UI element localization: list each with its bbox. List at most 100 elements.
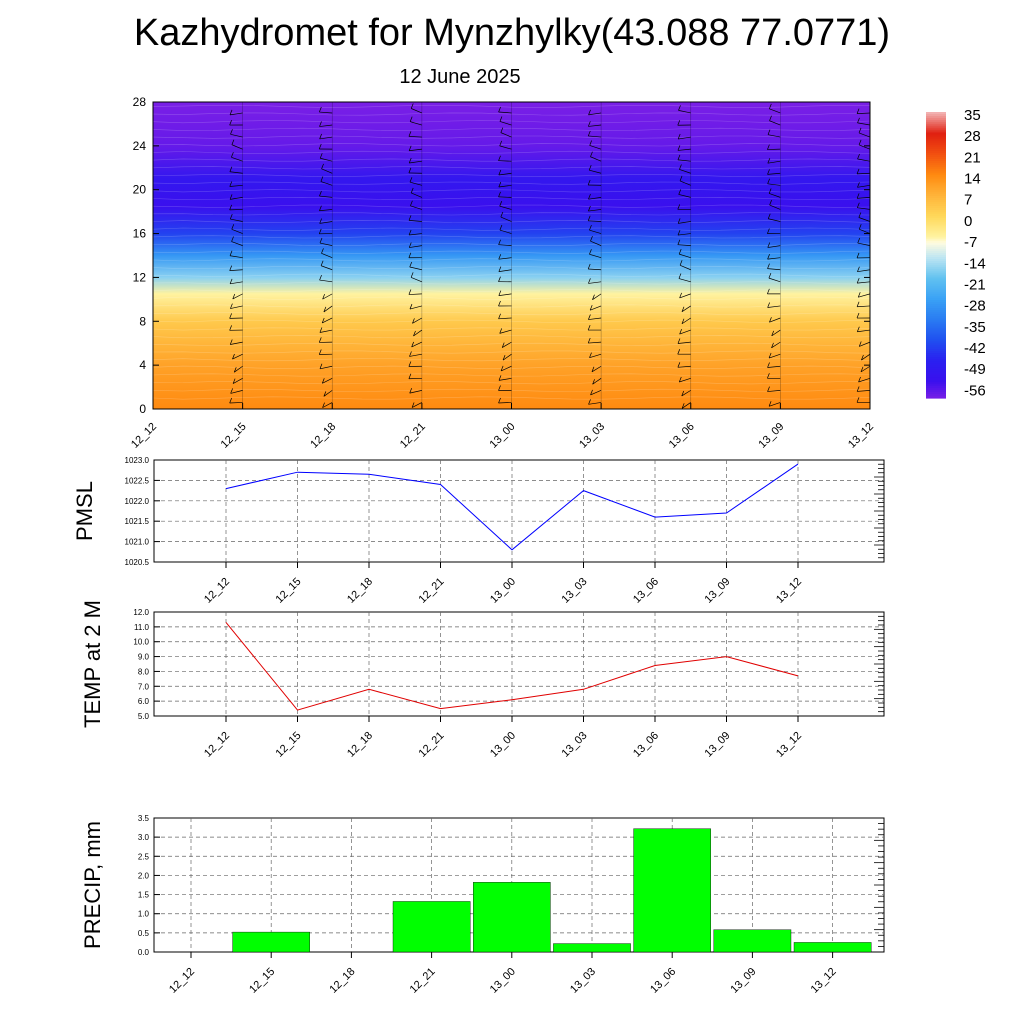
wind-barb-flag [409, 387, 413, 394]
wind-barb [320, 181, 333, 186]
contour-line [152, 358, 871, 362]
wind-barb [230, 390, 243, 394]
precip-bar [473, 882, 551, 953]
colorbar-swatch [926, 171, 946, 174]
colorbar-label: -7 [964, 234, 977, 251]
colorbar-label: -35 [964, 319, 986, 336]
x-tick-label: 13_06 [648, 966, 678, 996]
y-tick-label: 1022.0 [125, 497, 150, 506]
wind-barb [231, 156, 243, 162]
colorbar-swatch [926, 342, 946, 346]
colorbar-label: 14 [964, 171, 981, 188]
wind-barb-flag [229, 339, 233, 345]
wind-barb-flag [408, 242, 412, 248]
contour-line [152, 381, 870, 385]
colorbar-swatch [926, 389, 946, 393]
wind-barb-flag [767, 242, 771, 248]
wind-barb-flag [587, 324, 591, 331]
wind-barb-flag [498, 375, 502, 381]
colorbar-swatch [926, 144, 946, 148]
colorbar-swatch [926, 387, 946, 391]
colorbar-swatch [926, 230, 946, 234]
wind-barb-flag [229, 204, 232, 211]
wind-barb [234, 365, 243, 373]
wind-barb-flag [769, 115, 772, 121]
wind-barb [677, 244, 691, 246]
wind-barb [411, 108, 423, 114]
colorbar-swatch [926, 152, 946, 156]
wind-barb [859, 228, 871, 234]
wind-barb [590, 390, 602, 396]
wind-barb-flag [231, 224, 235, 230]
colorbar-swatch [926, 116, 946, 119]
colorbar-swatch [926, 220, 946, 223]
wind-barb-flag [499, 224, 503, 231]
wind-barb-flag [229, 194, 233, 200]
wind-barb-flag [679, 260, 683, 266]
wind-barb [590, 240, 602, 246]
x-tick-label: 12_18 [308, 421, 338, 451]
colorbar-swatch [926, 203, 946, 207]
wind-barb-flag [677, 338, 681, 344]
wind-barb-flag [767, 129, 771, 135]
wind-barb-flag [232, 378, 236, 384]
wind-barb [411, 192, 423, 198]
wind-barb-flag [408, 157, 412, 164]
x-tick-label: 12_21 [417, 730, 447, 760]
wind-barb [588, 124, 602, 127]
wind-barb [498, 184, 512, 188]
colorbar-swatch [926, 193, 946, 197]
colorbar-swatch [926, 195, 946, 199]
contour-line [152, 135, 871, 139]
contour-line [152, 296, 871, 300]
wind-barb-flag [767, 302, 770, 308]
x-tick-label: 13_00 [488, 966, 518, 996]
colorbar-swatch [926, 383, 946, 387]
colorbar-swatch [926, 134, 946, 138]
colorbar-swatch [926, 336, 946, 340]
colorbar-swatch [926, 136, 946, 140]
wind-barb [767, 365, 781, 368]
wind-barb [677, 365, 691, 368]
y-tick-label: 9.0 [138, 653, 150, 662]
colorbar-swatch [926, 322, 946, 326]
wind-barb-flag [681, 318, 685, 324]
colorbar-swatch [926, 114, 946, 117]
colorbar-swatch [926, 371, 946, 375]
wind-barb [678, 221, 691, 224]
colorbar-swatch [926, 228, 946, 232]
wind-barb [588, 197, 602, 200]
wind-barb-flag [588, 278, 591, 284]
colorbar-legend: 35 28 21 14 7 0 -7 -14 -21 -28 -35 -42 -49 -56 [926, 107, 986, 399]
y-tick-label: 1021.5 [125, 517, 150, 526]
wind-barb-flag [681, 403, 685, 409]
y-tick-label: 28 [133, 95, 147, 109]
contour-line [152, 250, 871, 254]
wind-barb [678, 110, 691, 114]
precip-bar [232, 931, 311, 953]
y-tick-label: 6.0 [138, 697, 150, 706]
wind-barb-flag [229, 250, 233, 256]
wind-barb-flag [498, 300, 501, 307]
wind-barb-flag [678, 105, 681, 111]
colorbar-swatch [926, 146, 946, 150]
wind-barb [499, 329, 512, 334]
contour-line [152, 181, 871, 185]
wind-barb-flag [856, 397, 860, 403]
colorbar-swatch [926, 318, 946, 321]
wind-barb-flag [233, 367, 237, 373]
wind-barb-flag [679, 164, 682, 170]
wind-barb [860, 365, 871, 373]
colorbar-swatch [926, 346, 946, 350]
wind-barb-flag [856, 326, 860, 332]
wind-barb-flag [323, 391, 327, 397]
wind-barb-flag [768, 352, 772, 359]
wind-barb-flag [769, 199, 772, 206]
wind-barb [588, 220, 602, 222]
colorbar-swatch [926, 132, 946, 136]
wind-barb [677, 233, 691, 236]
y-tick-label: 2.0 [138, 871, 150, 880]
wind-barb-flag [413, 330, 416, 337]
wind-barb-flag [587, 215, 591, 221]
wind-barb-flag [858, 127, 862, 134]
